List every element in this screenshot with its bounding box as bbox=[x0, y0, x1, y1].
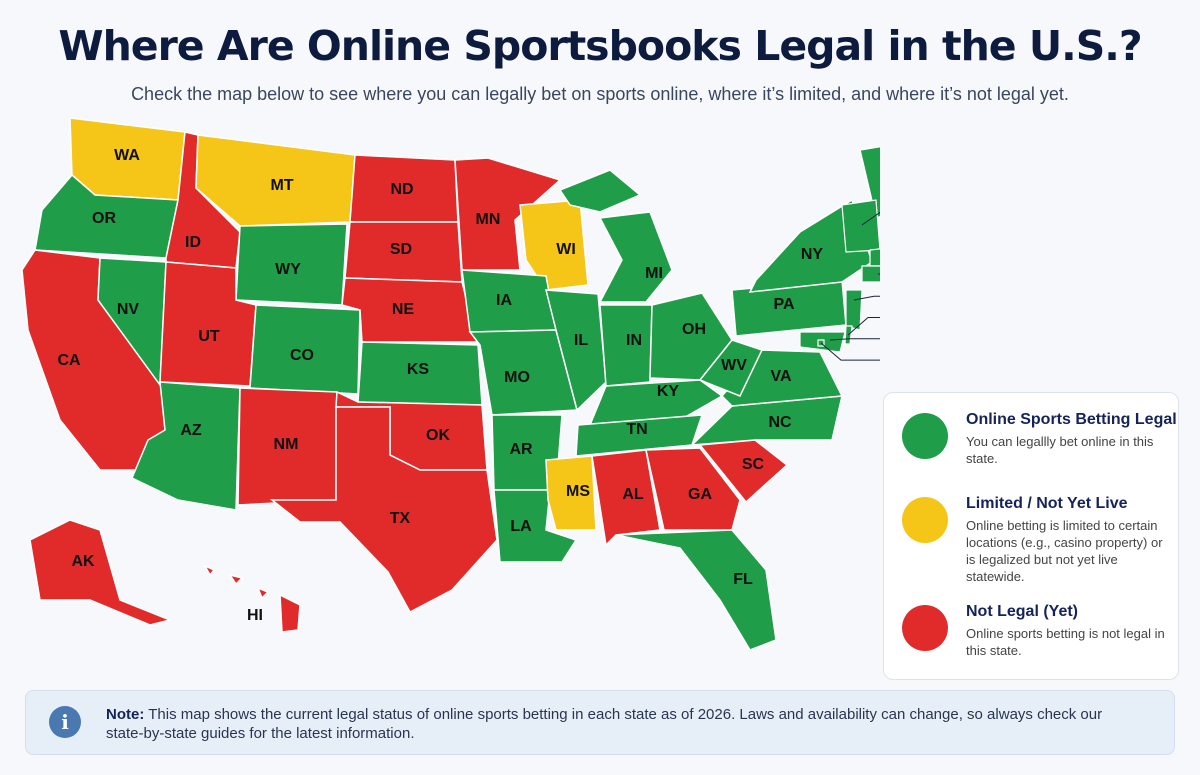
state-label: WA bbox=[114, 147, 140, 164]
note-label: Note: bbox=[106, 706, 145, 723]
state-label: NC bbox=[768, 414, 792, 431]
state-label: MO bbox=[504, 369, 530, 386]
us-map: WA OR CA NV ID MT WY UT CO AZ NM ND SD NE KS OK TX MN WI IA… bbox=[21, 117, 880, 651]
state-shape bbox=[256, 586, 270, 600]
subtitle: Check the map below to see where you can… bbox=[131, 84, 1069, 104]
state-shape bbox=[558, 169, 642, 213]
state-label: SC bbox=[742, 456, 765, 473]
state-shape bbox=[698, 339, 764, 397]
state-shape bbox=[598, 211, 673, 303]
note-body: This map shows the current legal status … bbox=[106, 706, 1103, 742]
note: i Note: This map shows the current legal… bbox=[25, 690, 1175, 755]
state-label: AK bbox=[71, 553, 95, 570]
state-label: TX bbox=[390, 510, 411, 527]
state-shape bbox=[545, 289, 607, 412]
state-label: WV bbox=[721, 357, 747, 374]
state-shape bbox=[203, 564, 216, 577]
legend-description: Online sports betting is not legal in th… bbox=[966, 626, 1165, 658]
legend-description: You can legallly bet online in this stat… bbox=[966, 434, 1154, 466]
state-label: AL bbox=[622, 486, 644, 503]
note-text: Note: This map shows the current legal s… bbox=[106, 705, 1106, 743]
state-label: CA bbox=[57, 352, 81, 369]
state-label: NY bbox=[801, 246, 824, 263]
state-shape bbox=[845, 289, 863, 331]
state-label: WI bbox=[556, 241, 576, 258]
state-label: WY bbox=[275, 261, 301, 278]
state-shape bbox=[588, 379, 724, 426]
state-shape bbox=[689, 395, 843, 446]
state-label: PA bbox=[773, 296, 794, 313]
state-shape bbox=[545, 455, 597, 531]
legend-description: Online betting is limited to certain loc… bbox=[966, 518, 1163, 584]
state-label: FL bbox=[733, 571, 753, 588]
title: Where Are Online Sportsbooks Legal in th… bbox=[58, 22, 1142, 70]
state-label: NV bbox=[117, 301, 140, 318]
state-label: MS bbox=[566, 483, 590, 500]
state-label: GA bbox=[688, 486, 712, 503]
state-shape bbox=[468, 329, 578, 416]
state-shape bbox=[615, 529, 777, 651]
state-label: OR bbox=[92, 210, 116, 227]
state-label: NM bbox=[274, 436, 299, 453]
state-label: ND bbox=[390, 181, 413, 198]
callout-line bbox=[820, 342, 880, 361]
legend-title: Online Sports Betting Legal bbox=[966, 411, 1177, 428]
state-label: IN bbox=[626, 332, 642, 349]
state-shape bbox=[861, 265, 880, 283]
state-shape bbox=[29, 519, 173, 626]
state-label: KS bbox=[407, 361, 430, 378]
state-shape bbox=[645, 447, 741, 531]
state-label: IA bbox=[496, 292, 512, 309]
state-shape bbox=[591, 449, 661, 547]
state-label: TN bbox=[626, 421, 647, 438]
legend-swatch bbox=[902, 413, 948, 459]
state-shape bbox=[269, 406, 498, 614]
state-shape bbox=[599, 304, 653, 387]
callout-line bbox=[829, 338, 880, 341]
state-label: VA bbox=[770, 368, 791, 385]
state-label: KY bbox=[657, 383, 680, 400]
state-shape bbox=[228, 573, 244, 586]
info-icon: i bbox=[49, 706, 81, 738]
state-label: AR bbox=[509, 441, 533, 458]
legend-title: Not Legal (Yet) bbox=[966, 603, 1079, 620]
state-label: UT bbox=[198, 328, 220, 345]
state-label: AZ bbox=[180, 422, 202, 439]
state-shape bbox=[869, 248, 880, 267]
state-label: MT bbox=[270, 177, 293, 194]
state-shape bbox=[841, 199, 880, 253]
state-label: HI bbox=[247, 607, 263, 624]
state-label: IL bbox=[574, 332, 588, 349]
legend: Online Sports Betting Legal You can lega… bbox=[883, 392, 1179, 680]
state-label: CO bbox=[290, 347, 314, 364]
state-label: NE bbox=[392, 301, 415, 318]
state-shape bbox=[195, 134, 356, 227]
state-label: MI bbox=[645, 265, 663, 282]
state-label: OK bbox=[426, 427, 450, 444]
state-label: SD bbox=[390, 241, 412, 258]
state-label: OH bbox=[682, 321, 706, 338]
legend-title: Limited / Not Yet Live bbox=[966, 495, 1128, 512]
state-label: MN bbox=[476, 211, 501, 228]
callout-line bbox=[853, 295, 880, 301]
callout-line bbox=[861, 211, 880, 226]
callout-line bbox=[847, 317, 880, 336]
state-label: ID bbox=[185, 234, 201, 251]
state-shape bbox=[279, 593, 301, 633]
legend-swatch bbox=[902, 497, 948, 543]
state-label: LA bbox=[510, 518, 532, 535]
legend-swatch bbox=[902, 605, 948, 651]
